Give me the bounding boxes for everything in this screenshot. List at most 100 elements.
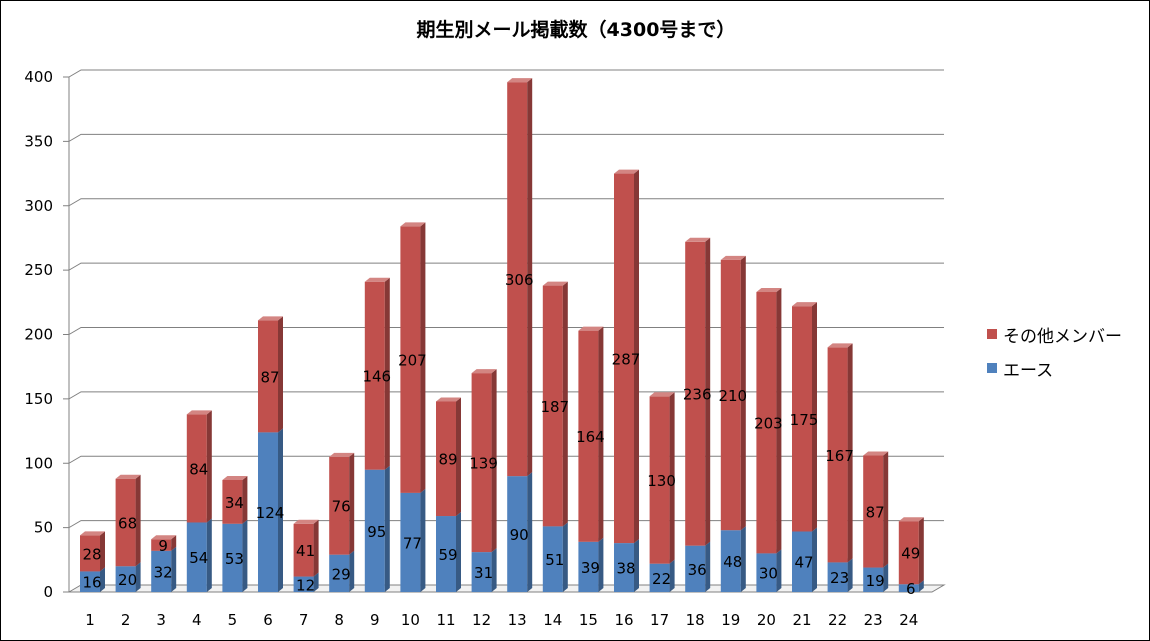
data-label-ace: 31 [474, 564, 493, 582]
x-tick-label: 1 [85, 611, 95, 629]
data-label-other-members: 306 [505, 271, 534, 289]
bar-ace-side [135, 562, 141, 592]
y-tick-label: 0 [43, 583, 53, 601]
data-label-other-members: 210 [718, 387, 747, 405]
bar-ace-side [918, 580, 924, 592]
data-label-other-members: 146 [362, 368, 391, 386]
data-label-other-members: 236 [683, 386, 712, 404]
bar-other-members-front [578, 330, 599, 542]
bar-other-members-front [649, 396, 670, 564]
bar-other-members-side [705, 237, 711, 546]
data-label-other-members: 87 [866, 504, 885, 522]
bar-other-members-top [720, 255, 746, 260]
data-label-other-members: 287 [612, 350, 641, 368]
bar-other-members-top [756, 288, 782, 293]
data-label-ace: 90 [510, 526, 529, 544]
bar-ace-side [776, 549, 782, 592]
legend-label-ace: エース [1003, 360, 1054, 381]
bar-other-members-side [527, 78, 533, 477]
x-tick-label: 14 [543, 611, 562, 629]
bar-ace-front [756, 553, 777, 592]
x-tick-label: 8 [334, 611, 344, 629]
bar-ace-side [384, 465, 390, 592]
y-tick-label: 50 [34, 519, 53, 537]
bar-ace-front [720, 530, 741, 592]
bar-other-members-front [507, 82, 528, 477]
bar-ace-side [171, 546, 177, 592]
bar-other-members-front [80, 535, 100, 572]
x-tick-label: 19 [721, 611, 740, 629]
bar-ace-side [562, 522, 568, 592]
data-label-ace: 54 [189, 549, 208, 567]
gridline [68, 327, 944, 335]
data-label-ace: 77 [403, 534, 422, 552]
data-label-other-members: 84 [189, 460, 208, 478]
bar-other-members-side [242, 475, 248, 524]
bar-other-members-top [863, 451, 889, 456]
bar-ace-front [685, 545, 706, 592]
bar-ace-front [400, 492, 421, 592]
bar-ace-front [792, 531, 812, 592]
bar-other-members-top [80, 531, 105, 536]
x-tick-label: 7 [299, 611, 309, 629]
bar-ace-front [436, 516, 456, 592]
data-label-ace: 36 [688, 561, 707, 579]
bar-other-members-side [918, 517, 924, 585]
x-tick-label: 9 [370, 611, 380, 629]
bar-ace-side [420, 488, 426, 592]
data-label-ace: 29 [332, 565, 351, 583]
legend-swatch-ace [987, 363, 997, 373]
gridline [68, 133, 944, 142]
gridline [68, 198, 944, 207]
bar-ace-front [898, 584, 919, 592]
x-tick-label: 15 [579, 611, 598, 629]
bar-other-members-front [756, 292, 777, 554]
data-label-other-members: 28 [82, 545, 101, 563]
x-tick-label: 3 [156, 611, 166, 629]
bar-ace-side [313, 572, 319, 592]
bar-other-members-top [578, 326, 604, 331]
bar-other-members-front [364, 281, 385, 470]
bar-other-members-side [740, 255, 746, 531]
data-label-other-members: 34 [225, 494, 244, 512]
x-tick-label: 21 [792, 611, 811, 629]
bar-ace-side [705, 541, 711, 592]
data-label-ace: 51 [545, 551, 564, 569]
y-tick-label: 100 [24, 454, 53, 472]
bar-other-members-top [258, 316, 283, 321]
bar-ace-front [364, 469, 385, 592]
data-label-ace: 30 [759, 565, 778, 583]
x-tick-label: 18 [686, 611, 705, 629]
bar-ace-front [471, 552, 492, 592]
legend-swatch-other-members [987, 329, 997, 339]
data-label-ace: 23 [830, 569, 849, 587]
data-label-ace: 22 [652, 570, 671, 588]
bar-ace-front [80, 571, 100, 592]
bar-ace-front [151, 550, 172, 592]
bar-other-members-top [364, 277, 390, 282]
bar-other-members-front [115, 478, 136, 567]
chart-title: 期生別メール掲載数（4300号まで） [416, 19, 736, 41]
data-label-other-members: 68 [118, 514, 137, 532]
bar-other-members-front [151, 539, 172, 551]
data-label-ace: 48 [723, 553, 742, 571]
bar-other-members-front [542, 285, 563, 527]
bar-ace-front [115, 566, 136, 592]
bar-ace-front [186, 522, 207, 592]
data-label-ace: 16 [82, 574, 101, 592]
bar-other-members-front [614, 173, 634, 544]
bar-other-members-side [313, 519, 319, 577]
data-label-ace: 19 [866, 572, 885, 590]
bar-ace-front [578, 541, 599, 592]
bar-other-members-front [222, 479, 243, 524]
bar-other-members-side [384, 277, 390, 470]
legend: その他メンバー エース [987, 317, 1122, 385]
data-label-other-members: 167 [825, 447, 854, 465]
bar-ace-front [222, 523, 243, 592]
bar-ace-side [527, 472, 533, 592]
bar-other-members-side [598, 326, 604, 542]
bar-other-members-side [562, 281, 568, 527]
data-label-other-members: 187 [540, 398, 569, 416]
data-label-other-members: 89 [438, 451, 457, 469]
